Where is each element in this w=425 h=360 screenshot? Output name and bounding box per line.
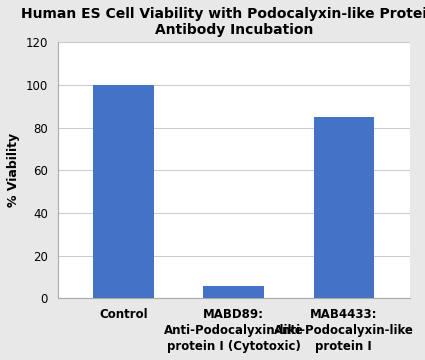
Bar bbox=[314, 117, 374, 298]
Bar bbox=[94, 85, 154, 298]
Title: Human ES Cell Viability with Podocalyxin-like Protein I
Antibody Incubation: Human ES Cell Viability with Podocalyxin… bbox=[21, 7, 425, 37]
Y-axis label: % Viability: % Viability bbox=[7, 133, 20, 207]
Bar bbox=[204, 285, 264, 298]
